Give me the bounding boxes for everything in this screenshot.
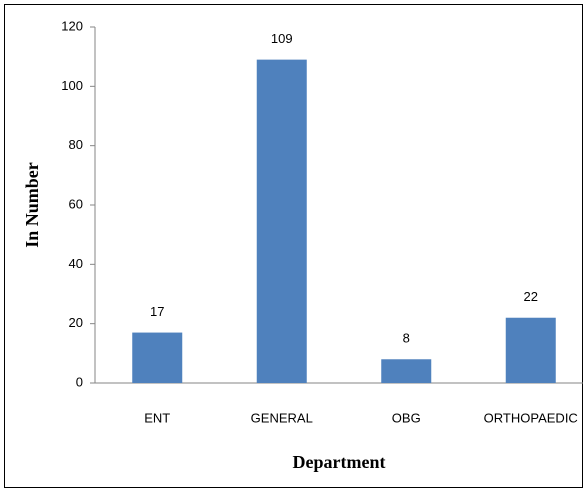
bar [505,317,556,383]
y-tick-label: 20 [69,315,83,330]
y-tick-label: 0 [76,374,83,389]
value-label: 17 [150,304,164,319]
bar [256,59,307,384]
y-tick-label: 120 [61,18,83,33]
y-tick-label: 80 [69,137,83,152]
y-tick-label: 40 [69,256,83,271]
value-label: 22 [524,289,538,304]
frame [4,4,583,488]
value-label: 8 [403,331,410,346]
y-tick-label: 100 [61,78,83,93]
x-tick-label: ORTHOPAEDIC [484,410,578,425]
y-axis-title: In Number [22,162,42,248]
x-axis-title: Department [293,452,386,472]
x-tick-label: GENERAL [251,410,313,425]
x-tick-label: OBG [392,410,421,425]
bar [132,332,183,383]
x-tick-label: ENT [144,410,170,425]
value-label: 109 [271,31,293,46]
y-tick-label: 60 [69,196,83,211]
bar [381,359,432,383]
